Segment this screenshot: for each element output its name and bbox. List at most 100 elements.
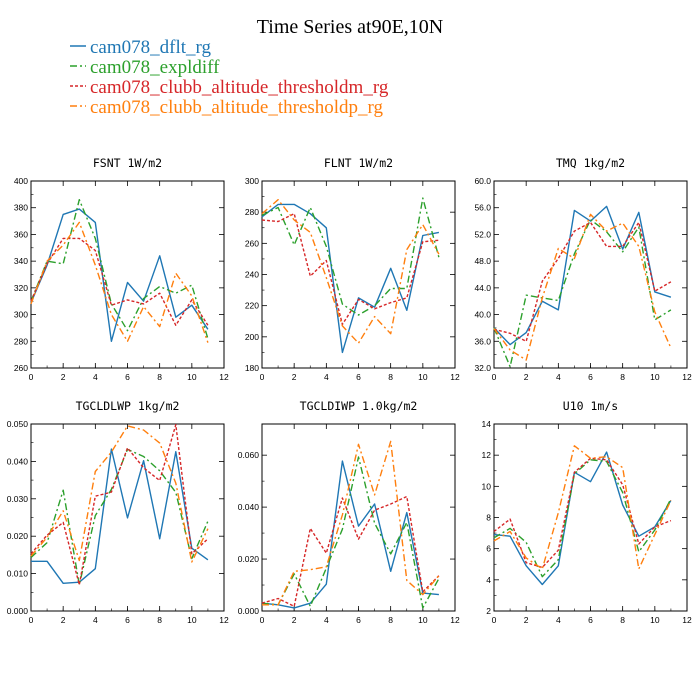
y-tick-label: 260 bbox=[245, 238, 259, 248]
legend-label: cam078_dflt_rg bbox=[90, 37, 212, 58]
x-tick-label: 6 bbox=[125, 615, 130, 625]
series-line-cam078_expldiff bbox=[493, 218, 672, 368]
y-tick-label: 260 bbox=[14, 363, 28, 373]
legend-label: cam078_clubb_altitude_thresholdm_rg bbox=[90, 77, 389, 98]
y-tick-label: 8 bbox=[486, 513, 491, 523]
x-tick-label: 10 bbox=[418, 372, 428, 382]
y-tick-label: 40.0 bbox=[474, 310, 491, 320]
legend: cam078_dflt_rgcam078_expldiffcam078_club… bbox=[70, 37, 389, 118]
x-tick-label: 2 bbox=[524, 615, 529, 625]
x-tick-label: 4 bbox=[93, 615, 98, 625]
x-tick-label: 10 bbox=[187, 615, 197, 625]
series-line-cam078_expldiff bbox=[261, 456, 440, 609]
x-tick-label: 0 bbox=[260, 372, 265, 382]
x-tick-label: 0 bbox=[260, 615, 265, 625]
x-tick-label: 2 bbox=[61, 615, 66, 625]
y-tick-label: 240 bbox=[245, 270, 259, 280]
y-tick-label: 0.020 bbox=[238, 554, 260, 564]
x-tick-label: 12 bbox=[682, 372, 692, 382]
x-tick-label: 2 bbox=[292, 615, 297, 625]
series-line-cam078_expldiff bbox=[493, 459, 672, 578]
y-tick-label: 300 bbox=[245, 176, 259, 186]
y-tick-label: 0.020 bbox=[7, 531, 29, 541]
series-line-cam078_clubb_altitude_thresholdp_rg bbox=[30, 221, 209, 343]
plot-frame bbox=[493, 423, 688, 612]
panel-title: TMQ 1kg/m2 bbox=[556, 156, 625, 170]
x-tick-label: 10 bbox=[187, 372, 197, 382]
x-tick-label: 12 bbox=[219, 372, 229, 382]
panel-title: TGCLDLWP 1kg/m2 bbox=[76, 399, 180, 413]
x-tick-label: 8 bbox=[157, 615, 162, 625]
x-tick-label: 4 bbox=[324, 372, 329, 382]
panel-title: FSNT 1W/m2 bbox=[93, 156, 162, 170]
series-line-cam078_clubb_altitude_thresholdm_rg bbox=[493, 457, 672, 569]
x-tick-label: 6 bbox=[356, 615, 361, 625]
y-tick-label: 220 bbox=[245, 301, 259, 311]
y-tick-label: 0.030 bbox=[7, 494, 29, 504]
x-tick-label: 8 bbox=[620, 372, 625, 382]
x-tick-label: 10 bbox=[418, 615, 428, 625]
series-line-cam078_expldiff bbox=[30, 198, 209, 339]
legend-label: cam078_expldiff bbox=[90, 57, 220, 78]
x-tick-label: 8 bbox=[157, 372, 162, 382]
panel-title: FLNT 1W/m2 bbox=[324, 156, 393, 170]
panel-title: TGCLDIWP 1.0kg/m2 bbox=[300, 399, 418, 413]
series-line-cam078_clubb_altitude_thresholdm_rg bbox=[493, 221, 672, 342]
chart-panel: TGCLDLWP 1kg/m2 0 2 4 6 8 10 12 0.000 0.010 0.020 0… bbox=[7, 399, 229, 625]
x-tick-label: 12 bbox=[219, 615, 229, 625]
chart-panel: FSNT 1W/m2 0 2 4 6 8 10 12 260 280 300 320 340 360 380… bbox=[14, 156, 229, 382]
x-tick-label: 4 bbox=[324, 615, 329, 625]
y-tick-label: 300 bbox=[14, 310, 28, 320]
y-tick-label: 360 bbox=[14, 229, 28, 239]
y-tick-label: 400 bbox=[14, 176, 28, 186]
series-line-cam078_dflt_rg bbox=[493, 451, 672, 586]
series-line-cam078_dflt_rg bbox=[30, 208, 209, 342]
series-line-cam078_dflt_rg bbox=[261, 203, 440, 354]
series-line-cam078_expldiff bbox=[261, 197, 440, 316]
y-tick-label: 0.050 bbox=[7, 419, 29, 429]
x-tick-label: 8 bbox=[388, 615, 393, 625]
x-tick-label: 6 bbox=[125, 372, 130, 382]
y-tick-label: 340 bbox=[14, 256, 28, 266]
x-tick-label: 4 bbox=[93, 372, 98, 382]
x-tick-label: 10 bbox=[650, 615, 660, 625]
y-tick-label: 48.0 bbox=[474, 256, 491, 266]
y-tick-label: 0.040 bbox=[7, 456, 29, 466]
plot-frame bbox=[261, 423, 456, 612]
figure-title: Time Series at90E,10N bbox=[257, 16, 443, 38]
y-tick-label: 380 bbox=[14, 203, 28, 213]
y-tick-label: 12 bbox=[482, 450, 492, 460]
series-line-cam078_clubb_altitude_thresholdp_rg bbox=[30, 425, 209, 563]
x-tick-label: 12 bbox=[450, 615, 460, 625]
y-tick-label: 44.0 bbox=[474, 283, 491, 293]
series-line-cam078_clubb_altitude_thresholdp_rg bbox=[493, 445, 672, 570]
y-tick-label: 320 bbox=[14, 283, 28, 293]
chart-panel: TGCLDIWP 1.0kg/m2 0 2 4 6 8 10 12 0.000 0.020 0.04… bbox=[238, 399, 460, 625]
y-tick-label: 180 bbox=[245, 363, 259, 373]
x-tick-label: 2 bbox=[292, 372, 297, 382]
series-line-cam078_clubb_altitude_thresholdp_rg bbox=[261, 198, 440, 344]
x-tick-label: 0 bbox=[492, 615, 497, 625]
series-line-cam078_clubb_altitude_thresholdp_rg bbox=[262, 440, 440, 606]
y-tick-label: 60.0 bbox=[474, 176, 491, 186]
plot-frame bbox=[261, 180, 456, 369]
series-line-cam078_clubb_altitude_thresholdm_rg bbox=[261, 212, 439, 326]
y-tick-label: 36.0 bbox=[474, 336, 491, 346]
y-tick-label: 200 bbox=[245, 332, 259, 342]
series-line-cam078_dflt_rg bbox=[31, 448, 209, 584]
y-tick-label: 280 bbox=[245, 207, 259, 217]
series-line-cam078_dflt_rg bbox=[261, 460, 439, 609]
y-tick-label: 280 bbox=[14, 336, 28, 346]
y-tick-label: 0.010 bbox=[7, 569, 29, 579]
x-tick-label: 8 bbox=[388, 372, 393, 382]
x-tick-label: 0 bbox=[29, 372, 34, 382]
x-tick-label: 2 bbox=[524, 372, 529, 382]
y-tick-label: 0.000 bbox=[7, 606, 29, 616]
x-tick-label: 0 bbox=[492, 372, 497, 382]
chart-panel: FLNT 1W/m2 0 2 4 6 8 10 12 180 200 220 240 260 280 300 bbox=[245, 156, 460, 382]
series-line-cam078_clubb_altitude_thresholdm_rg bbox=[261, 495, 440, 607]
series-line-cam078_clubb_altitude_thresholdm_rg bbox=[30, 424, 209, 586]
series-line-cam078_clubb_altitude_thresholdm_rg bbox=[30, 237, 209, 326]
